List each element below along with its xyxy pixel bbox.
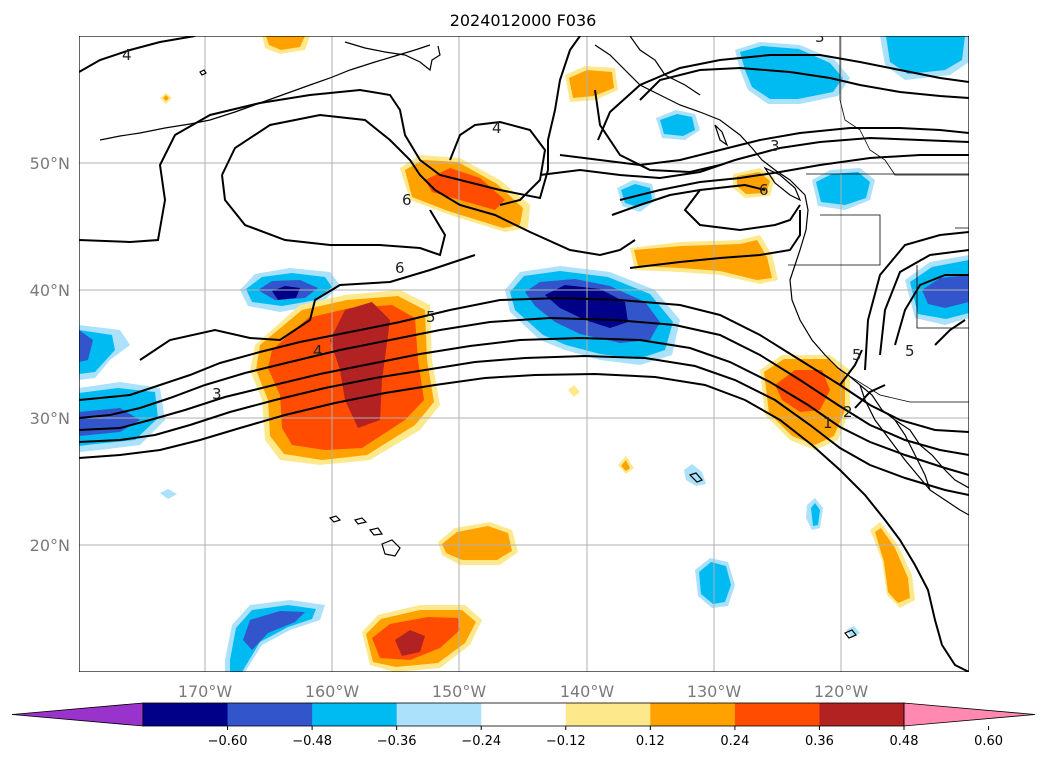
contour-label: 6 xyxy=(759,181,769,199)
contour-label: 3 xyxy=(212,385,222,403)
figure-title: 2024012000 F036 xyxy=(450,11,597,30)
latitude-labels: 50°N 40°N 30°N 20°N xyxy=(30,154,70,555)
colorbar-tick-label: −0.24 xyxy=(461,734,501,749)
contour-label: 4 xyxy=(122,46,132,64)
longitude-labels: 170°W 160°W 150°W 140°W 130°W 120°W xyxy=(178,682,869,701)
contour-label: 6 xyxy=(395,259,405,277)
colorbar-tick-label: −0.48 xyxy=(292,734,332,749)
colorbar-segment xyxy=(143,703,229,726)
colorbar-extend-max xyxy=(903,702,1036,727)
lon-label: 130°W xyxy=(687,682,742,701)
colorbar-tick-label: 0.12 xyxy=(636,734,665,749)
colorbar-tick-label: −0.36 xyxy=(377,734,417,749)
lon-label: 150°W xyxy=(432,682,487,701)
lat-label: 40°N xyxy=(30,281,70,300)
anomaly-shading xyxy=(79,36,969,672)
colorbar-segment xyxy=(650,703,736,726)
lat-label: 20°N xyxy=(30,536,70,555)
colorbar-outline xyxy=(142,702,905,727)
colorbar-segment xyxy=(481,703,567,726)
lon-label: 140°W xyxy=(560,682,615,701)
contour-label: 5 xyxy=(426,308,436,326)
height-contours xyxy=(79,36,969,672)
lon-label: 160°W xyxy=(305,682,360,701)
colorbar-segment xyxy=(227,703,313,726)
contour-label: 5 xyxy=(852,346,862,364)
lat-label: 50°N xyxy=(30,154,70,173)
colorbar-segment xyxy=(565,703,651,726)
lon-label: 120°W xyxy=(814,682,869,701)
colorbar-segment xyxy=(396,703,482,726)
colorbar-tick-label: 0.24 xyxy=(720,734,749,749)
contour-label: 3 xyxy=(770,137,780,155)
contour-label: 6 xyxy=(402,191,412,209)
political-borders xyxy=(788,36,969,403)
colorbar-tick-label: 0.60 xyxy=(974,734,1003,749)
contour-label: 5 xyxy=(905,342,915,360)
colorbar-tick-label: 0.48 xyxy=(890,734,919,749)
contour-label: 4 xyxy=(313,342,323,360)
map-panel: 4 4 6 6 3 6 4 3 5 1 5 5 3 2 xyxy=(79,28,969,672)
colorbar-tick-label: 0.36 xyxy=(805,734,834,749)
contour-label: 4 xyxy=(492,119,502,137)
colorbar: −0.60 −0.48 −0.36 −0.24 −0.12 0.12 0.24 0.36 0.4… xyxy=(11,702,1036,749)
colorbar-segment xyxy=(312,703,398,726)
contour-labels: 4 4 6 6 3 6 4 3 5 1 5 5 3 2 xyxy=(122,28,915,432)
colorbar-tick-label: −0.12 xyxy=(546,734,586,749)
colorbar-tick-label: −0.60 xyxy=(208,734,248,749)
contour-label: 2 xyxy=(843,403,853,421)
lat-label: 30°N xyxy=(30,409,70,428)
colorbar-segment xyxy=(819,703,905,726)
contour-label: 1 xyxy=(823,414,833,432)
colorbar-segment xyxy=(734,703,820,726)
contour-label: 3 xyxy=(815,28,825,46)
lon-label: 170°W xyxy=(178,682,233,701)
colorbar-extend-min xyxy=(11,702,144,727)
